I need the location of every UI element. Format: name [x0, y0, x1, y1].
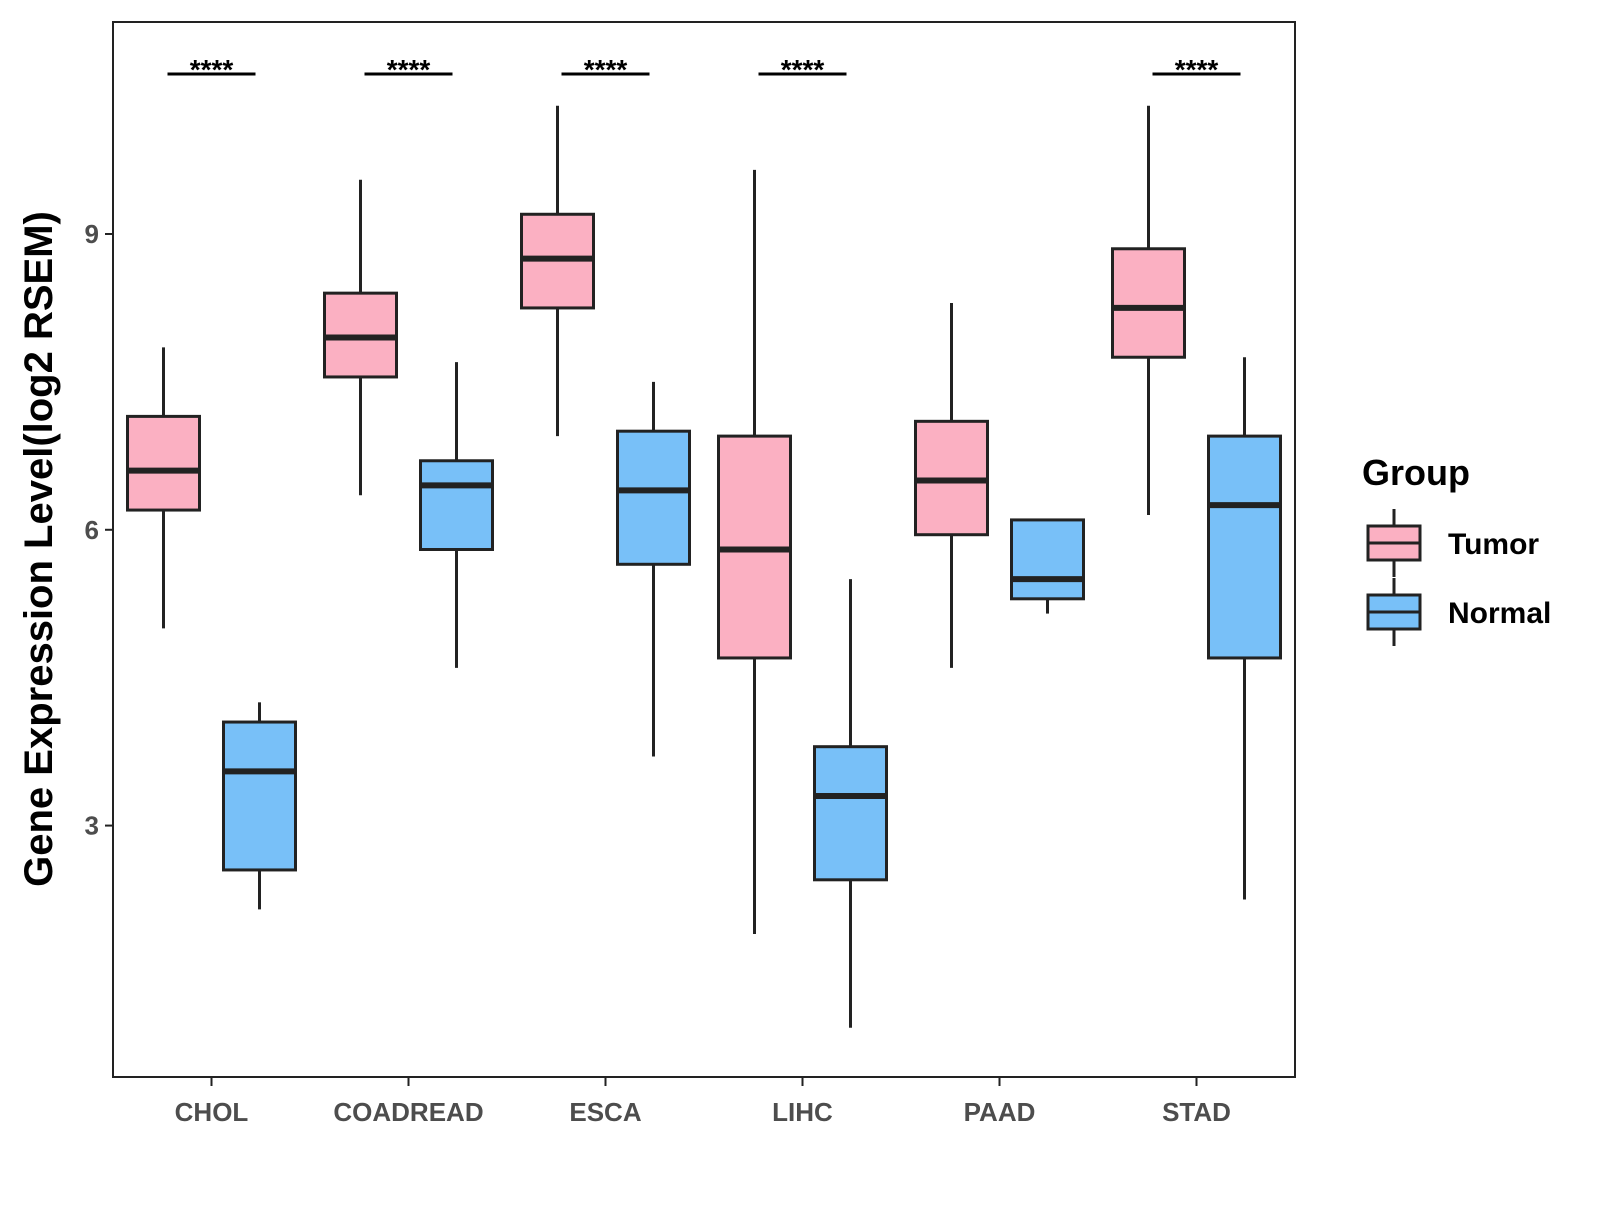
x-axis: CHOL COADREAD ESCA LIHC PAAD STAD	[175, 1077, 1231, 1127]
x-tick-label-coadread: COADREAD	[333, 1097, 483, 1127]
box-iqr	[126, 414, 201, 512]
y-axis-title: Gene Expression Level(log2 RSEM)	[17, 211, 61, 887]
legend-item-tumor: Tumor	[1366, 509, 1539, 577]
box-coadread-normal	[419, 362, 494, 668]
significance-esca: ****	[561, 54, 650, 85]
x-tick-label-chol: CHOL	[175, 1097, 249, 1127]
y-tick-label: 6	[85, 515, 99, 545]
x-tick-label-lihc: LIHC	[772, 1097, 833, 1127]
significance-label: ****	[1175, 54, 1219, 85]
box-iqr	[419, 459, 494, 552]
box-iqr	[616, 429, 691, 566]
significance-chol: ****	[167, 54, 256, 85]
y-axis: 3 6 9	[85, 219, 113, 841]
panel-border	[112, 21, 1296, 1078]
legend: Group Tumor Normal	[1362, 452, 1551, 646]
box-esca-tumor	[520, 105, 595, 437]
legend-label: Tumor	[1448, 528, 1539, 561]
significance-label: ****	[781, 54, 825, 85]
box-esca-normal	[616, 381, 691, 757]
significance-lihc: ****	[758, 54, 847, 85]
x-tick-label-paad: PAAD	[964, 1097, 1036, 1127]
legend-item-normal: Normal	[1366, 578, 1551, 646]
box-iqr	[1010, 518, 1085, 601]
box-lihc-normal	[813, 579, 888, 1028]
legend-title: Group	[1362, 452, 1470, 493]
box-iqr	[222, 720, 297, 872]
significance-stad: ****	[1152, 54, 1241, 85]
box-chol-normal	[222, 702, 297, 910]
box-stad-tumor	[1111, 105, 1186, 515]
x-tick-label-stad: STAD	[1162, 1097, 1231, 1127]
boxes-layer	[126, 105, 1282, 1028]
y-tick-label: 9	[85, 219, 99, 249]
box-paad-tumor	[914, 303, 989, 668]
box-iqr	[1111, 247, 1186, 359]
box-coadread-tumor	[323, 179, 398, 496]
box-stad-normal	[1207, 357, 1282, 900]
box-iqr	[813, 745, 888, 882]
significance-layer: **** **** **** **** ****	[167, 54, 1241, 85]
box-lihc-tumor	[717, 169, 792, 935]
box-chol-tumor	[126, 347, 201, 629]
box-paad-normal	[1010, 518, 1085, 614]
significance-coadread: ****	[364, 54, 453, 85]
legend-label: Normal	[1448, 597, 1551, 630]
significance-label: ****	[387, 54, 431, 85]
significance-label: ****	[584, 54, 628, 85]
box-iqr	[1207, 434, 1282, 660]
x-tick-label-esca: ESCA	[569, 1097, 641, 1127]
y-tick-label: 3	[85, 811, 99, 841]
significance-label: ****	[190, 54, 234, 85]
